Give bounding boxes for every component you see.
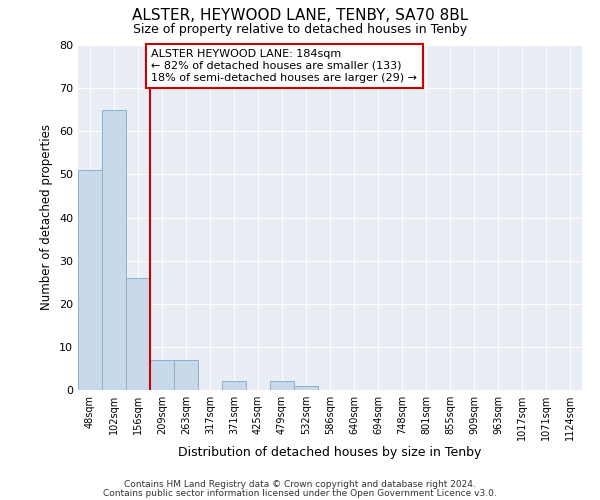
Text: ALSTER HEYWOOD LANE: 184sqm
← 82% of detached houses are smaller (133)
18% of se: ALSTER HEYWOOD LANE: 184sqm ← 82% of det… [151,50,417,82]
Bar [222,382,246,390]
Text: Contains public sector information licensed under the Open Government Licence v3: Contains public sector information licen… [103,488,497,498]
Bar [270,382,294,390]
Bar [174,360,198,390]
Text: Size of property relative to detached houses in Tenby: Size of property relative to detached ho… [133,22,467,36]
Bar [150,360,174,390]
Bar [126,278,150,390]
Bar [102,110,126,390]
Bar [294,386,318,390]
Y-axis label: Number of detached properties: Number of detached properties [40,124,53,310]
Bar [78,170,102,390]
X-axis label: Distribution of detached houses by size in Tenby: Distribution of detached houses by size … [178,446,482,459]
Text: ALSTER, HEYWOOD LANE, TENBY, SA70 8BL: ALSTER, HEYWOOD LANE, TENBY, SA70 8BL [132,8,468,22]
Text: Contains HM Land Registry data © Crown copyright and database right 2024.: Contains HM Land Registry data © Crown c… [124,480,476,489]
